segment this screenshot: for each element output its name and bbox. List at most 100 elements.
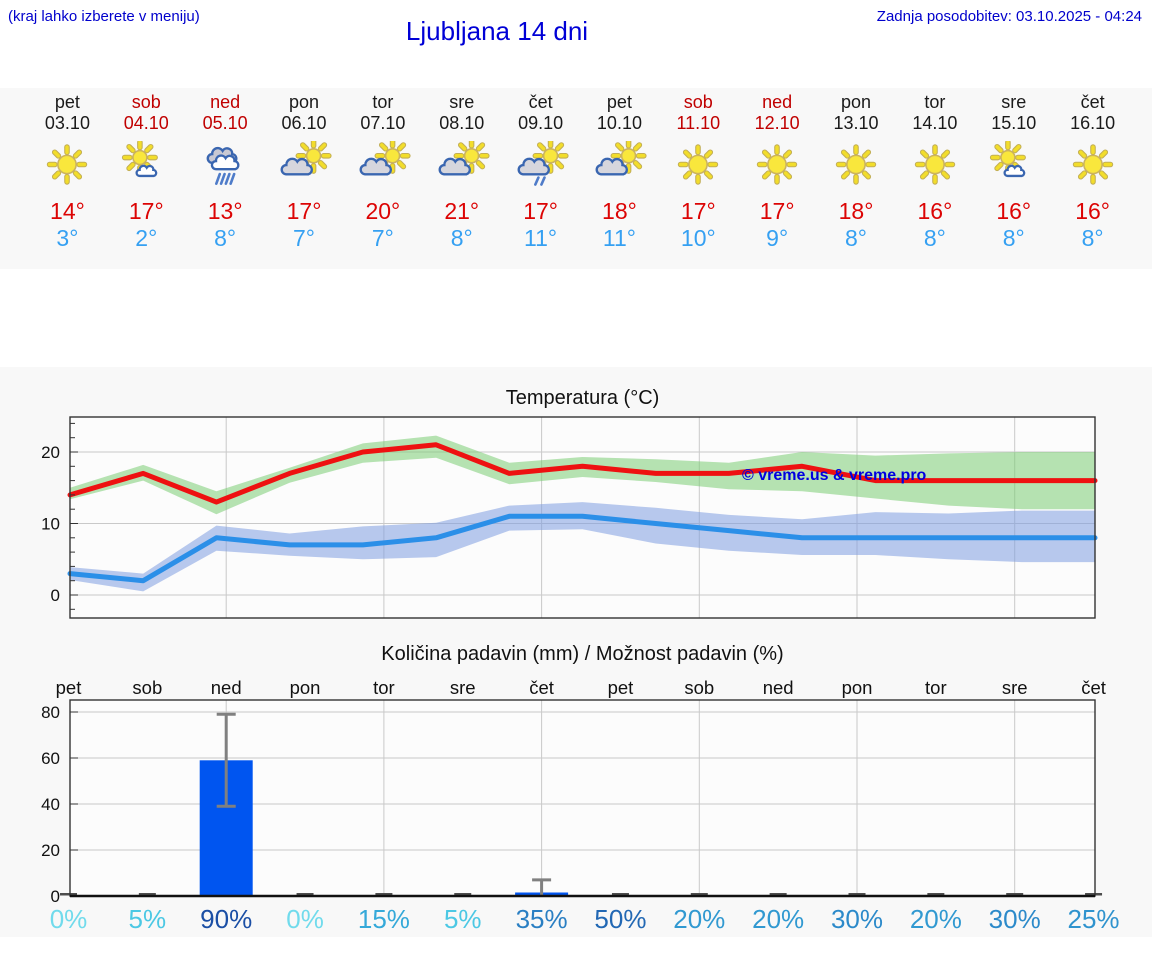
forecast-day-column: pet 10.10 18° 11°: [580, 92, 659, 269]
page-title: Ljubljana 14 dni: [405, 16, 589, 46]
day-name: sre: [1001, 92, 1027, 112]
forecast-day-column: pon 13.10 18° 8°: [817, 92, 896, 269]
precipitation-error-bar: [216, 712, 236, 808]
precip-probability-label: 0%: [286, 904, 324, 934]
min-temperature: 8°: [923, 225, 946, 251]
day-date: 06.10: [281, 113, 327, 133]
day-date: 12.10: [754, 113, 800, 133]
precip-probability-label: 5%: [129, 904, 167, 934]
sun-icon: [678, 143, 719, 185]
day-date: 15.10: [991, 113, 1037, 133]
max-temperature: 18°: [838, 198, 874, 224]
sun-icon: [47, 143, 88, 185]
precip-probability-label: 20%: [752, 904, 804, 934]
precip-probability-label: 20%: [910, 904, 962, 934]
forecast-day-column: čet 16.10 16° 8°: [1053, 92, 1132, 269]
precip-day-label: sre: [450, 677, 476, 698]
day-name: tor: [924, 92, 946, 112]
day-date: 11.10: [676, 113, 721, 133]
cloud-sun-icon: [596, 140, 648, 175]
precip-axis-tick-label: 60: [41, 749, 60, 768]
max-range-band: [70, 435, 1095, 515]
max-temperature: 20°: [365, 198, 401, 224]
max-temperature: 13°: [207, 198, 243, 224]
temp-axis-tick-label: 20: [41, 443, 60, 462]
forecast-day-column: tor 07.10 20° 7°: [343, 92, 422, 269]
day-name: pon: [288, 92, 320, 112]
location-menu-hint-link[interactable]: (kraj lahko izberete v meniju): [8, 8, 200, 25]
day-name: čet: [528, 92, 553, 112]
weather-icon-cell: [659, 134, 738, 194]
weather-icon-cell: [343, 134, 422, 194]
weather-icon-cell: [895, 134, 974, 194]
precip-day-label: sre: [1002, 677, 1028, 698]
forecast-day-column: ned 12.10 17° 9°: [738, 92, 817, 269]
watermark: © vreme.us & vreme.pro: [742, 467, 927, 484]
sun-small-cloud-icon: [122, 140, 159, 177]
day-name: ned: [210, 92, 241, 112]
weather-icon-cell: [1053, 134, 1132, 194]
precip-probability-label: 15%: [358, 904, 410, 934]
weather-icon-cell: [186, 134, 265, 194]
weather-icon-cell: [974, 134, 1053, 194]
precip-day-label: ned: [763, 677, 794, 698]
max-temperature: 17°: [128, 198, 164, 224]
max-temperature: 14°: [50, 198, 85, 224]
precip-day-label: pon: [842, 677, 873, 698]
min-temperature: 8°: [450, 225, 473, 251]
day-date: 13.10: [833, 113, 879, 133]
temp-axis-tick-label: 0: [51, 586, 60, 605]
max-temperature: 17°: [759, 198, 795, 224]
min-range-band: [70, 502, 1095, 592]
max-temperature: 21°: [444, 198, 480, 224]
sun-small-cloud-icon: [989, 140, 1026, 177]
precip-day-label: tor: [925, 677, 947, 698]
forecast-day-column: tor 14.10 16° 8°: [895, 92, 974, 269]
precip-probability-label: 90%: [200, 904, 252, 934]
day-name: pon: [841, 92, 872, 112]
precip-day-label: pet: [608, 677, 634, 698]
day-date: 04.10: [123, 113, 169, 133]
precip-probability-label: 20%: [673, 904, 725, 934]
day-date: 09.10: [518, 113, 564, 133]
precipitation-error-bar: [532, 878, 552, 896]
min-temperature-line: [67, 513, 1098, 584]
temperature-chart-title: Temperatura (°C): [505, 387, 660, 409]
precip-probability-label: 50%: [594, 904, 646, 934]
forecast-day-column: sob 11.10 17° 10°: [659, 92, 738, 269]
day-strip: pet 03.10 14° 3° sob 04.10 17° 2° ned 05.10 13° 8° p…: [0, 88, 1152, 269]
sun-icon: [914, 143, 956, 185]
day-name: pet: [606, 92, 632, 112]
min-temperature: 7°: [371, 225, 394, 251]
precip-probability-label: 5%: [444, 904, 482, 934]
cloud-sun-icon: [359, 140, 411, 175]
precip-day-label: pet: [56, 677, 82, 698]
max-temperature: 17°: [523, 198, 558, 224]
max-temperature: 16°: [1075, 198, 1110, 224]
precip-day-label: ned: [211, 677, 242, 698]
precip-day-label: čet: [1081, 677, 1106, 698]
day-name: sob: [131, 92, 161, 112]
weather-icon-cell: [28, 134, 107, 194]
charts-section: 0 10 20 pet sob ned pon tor sre čet pet sob ned pon t…: [0, 367, 1152, 937]
precip-probability-label: 0%: [50, 904, 88, 934]
forecast-day-column: ned 05.10 13° 8°: [186, 92, 265, 269]
min-temperature: 8°: [214, 225, 237, 251]
rain-cloud-icon: [206, 146, 240, 185]
forecast-day-column: pon 06.10 17° 7°: [265, 92, 344, 269]
day-name: tor: [372, 92, 394, 112]
day-date: 05.10: [202, 113, 248, 133]
precip-day-label: tor: [373, 677, 395, 698]
sun-icon: [835, 143, 877, 185]
last-update-text: Zadnja posodobitev: 03.10.2025 - 04:24: [876, 8, 1142, 25]
day-date: 16.10: [1070, 113, 1116, 133]
forecast-day-column: čet 09.10 17° 11°: [501, 92, 580, 269]
min-temperature: 11°: [602, 225, 636, 251]
precip-axis-tick-label: 80: [41, 703, 60, 722]
precip-day-label: sob: [684, 677, 714, 698]
max-temperature: 16°: [917, 198, 953, 224]
min-temperature: 8°: [845, 225, 868, 251]
cloud-sun-icon: [280, 140, 332, 175]
day-date: 10.10: [596, 113, 642, 133]
